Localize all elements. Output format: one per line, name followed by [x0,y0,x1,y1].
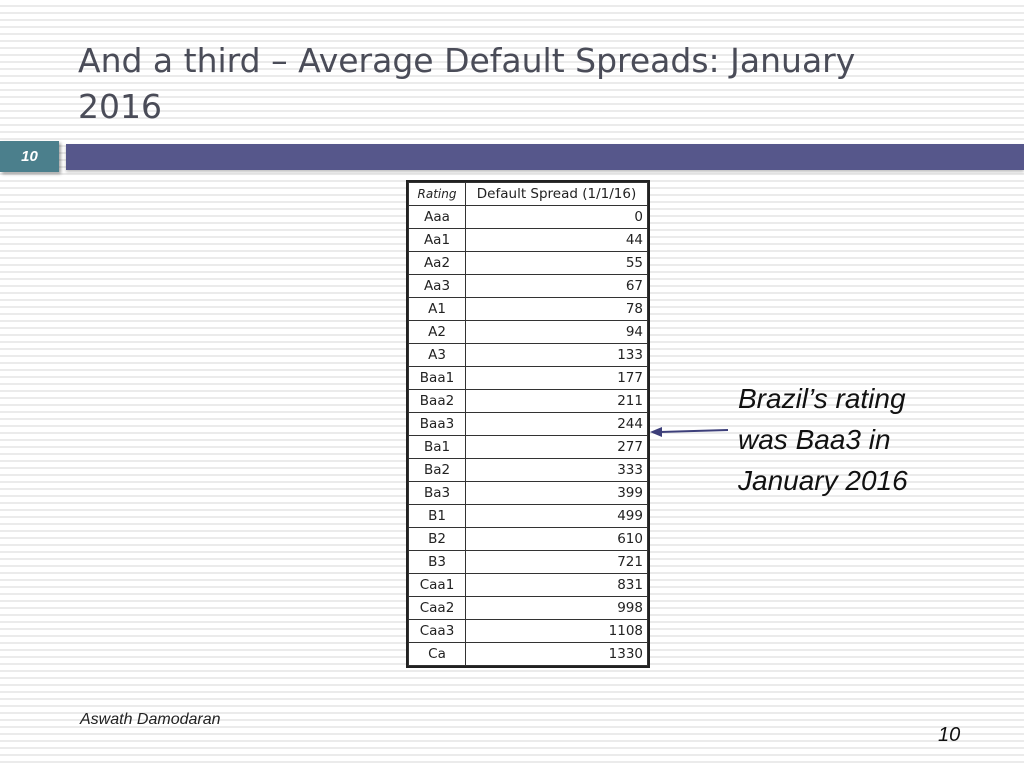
spread-cell: 499 [465,504,648,528]
header-rating: Rating [408,182,466,206]
author-footer: Aswath Damodaran [80,711,221,728]
annotation-line: was Baa3 in [738,424,891,455]
table-row-baa3: Baa3 244 [408,412,648,436]
rating-cell: Ba1 [408,435,466,459]
spread-cell: 133 [465,343,648,367]
rating-cell: Caa3 [408,619,466,643]
table-row: A1 78 [408,297,648,321]
spread-cell: 55 [465,251,648,275]
spread-cell: 177 [465,366,648,390]
rating-cell: B1 [408,504,466,528]
spread-cell: 998 [465,596,648,620]
spread-cell: 67 [465,274,648,298]
spread-cell: 78 [465,297,648,321]
table-row: B2 610 [408,527,648,551]
default-spread-table: Rating Default Spread (1/1/16) Aaa 0 Aa1 4… [406,180,650,668]
rating-cell: Ba3 [408,481,466,505]
table-row: Aaa 0 [408,205,648,229]
rating-cell: A1 [408,297,466,321]
spread-cell: 721 [465,550,648,574]
table-row: Aa3 67 [408,274,648,298]
table-row: Ba2 333 [408,458,648,482]
spread-cell: 211 [465,389,648,413]
table-row: Baa2 211 [408,389,648,413]
table-row: B3 721 [408,550,648,574]
table-header-row: Rating Default Spread (1/1/16) [408,182,648,206]
brazil-rating-annotation: Brazil’s rating was Baa3 in January 2016 [738,378,978,501]
rating-cell: Caa1 [408,573,466,597]
spread-cell: 0 [465,205,648,229]
table-row: Caa1 831 [408,573,648,597]
slide-title: And a third – Average Default Spreads: J… [78,41,856,126]
spread-cell: 333 [465,458,648,482]
spread-cell: 244 [465,412,648,436]
rating-cell: A2 [408,320,466,344]
rating-cell: B2 [408,527,466,551]
table-row: Ba1 277 [408,435,648,459]
table-row: Ba3 399 [408,481,648,505]
slide-number-badge: 10 [0,141,59,172]
spread-cell: 277 [465,435,648,459]
rating-cell: Baa2 [408,389,466,413]
rating-cell: Aa3 [408,274,466,298]
table-row: Aa1 44 [408,228,648,252]
rating-cell: Aa2 [408,251,466,275]
annotation-line: January 2016 [738,465,908,496]
table-row: Caa3 1108 [408,619,648,643]
spread-cell: 831 [465,573,648,597]
table-row: Ca 1330 [408,642,648,666]
table-row: Aa2 55 [408,251,648,275]
rating-cell: Aa1 [408,228,466,252]
rating-cell: Ba2 [408,458,466,482]
spread-cell: 399 [465,481,648,505]
rating-cell: A3 [408,343,466,367]
spread-cell: 610 [465,527,648,551]
page-number: 10 [938,724,961,746]
rating-cell: Baa1 [408,366,466,390]
rating-cell: Caa2 [408,596,466,620]
rating-cell: Ca [408,642,466,666]
table-row: Caa2 998 [408,596,648,620]
rating-cell: Baa3 [408,412,466,436]
table-row: A3 133 [408,343,648,367]
annotation-line: Brazil’s rating [738,383,906,414]
table-row: A2 94 [408,320,648,344]
spread-cell: 44 [465,228,648,252]
spread-cell: 94 [465,320,648,344]
table-row: B1 499 [408,504,648,528]
spread-cell: 1330 [465,642,648,666]
header-bar [66,144,1024,170]
header-default-spread: Default Spread (1/1/16) [465,182,648,206]
table-row: Baa1 177 [408,366,648,390]
rating-cell: B3 [408,550,466,574]
spread-cell: 1108 [465,619,648,643]
rating-cell: Aaa [408,205,466,229]
arrow-left-icon [650,427,729,437]
